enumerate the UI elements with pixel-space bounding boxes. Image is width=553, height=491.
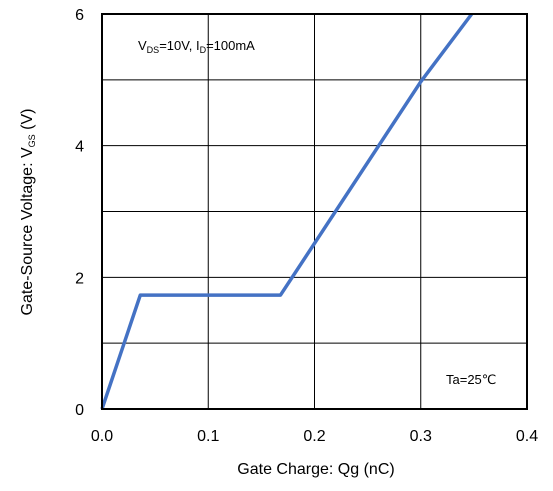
y-axis-title-unit: (V) <box>19 109 36 135</box>
y-tick-label: 0 <box>75 402 84 419</box>
y-tick-label: 4 <box>75 139 84 156</box>
x-tick-label: 0.2 <box>303 428 325 445</box>
vds-value: =10V, I <box>159 38 199 53</box>
y-tick-label: 6 <box>75 7 84 24</box>
y-axis-title-sub: GS <box>27 134 37 147</box>
x-tick-label: 0.0 <box>91 428 113 445</box>
x-tick-labels: 0.0 0.1 0.2 0.3 0.4 <box>91 428 538 445</box>
grid-lines <box>102 14 527 409</box>
y-tick-labels: 0 2 4 6 <box>75 7 84 419</box>
x-tick-label: 0.3 <box>410 428 432 445</box>
x-tick-label: 0.1 <box>197 428 219 445</box>
gate-charge-curve <box>100 12 474 410</box>
id-subscript: D <box>200 45 207 55</box>
id-value: =100mA <box>206 38 255 53</box>
vds-subscript: DS <box>147 45 160 55</box>
x-axis-title: Gate Charge: Qg (nC) <box>237 461 394 478</box>
y-axis-title-main: Gate-Source Voltage: V <box>19 147 36 315</box>
plot-frame <box>101 13 528 410</box>
vds-symbol: V <box>138 38 147 53</box>
y-axis-title: Gate-Source Voltage: VGS (V) <box>19 109 37 316</box>
x-tick-label: 0.4 <box>516 428 538 445</box>
test-conditions-label: VDS=10V, ID=100mA <box>138 38 255 55</box>
series-layer <box>100 12 474 410</box>
y-tick-label: 2 <box>75 270 84 287</box>
temperature-label: Ta=25℃ <box>446 372 496 387</box>
